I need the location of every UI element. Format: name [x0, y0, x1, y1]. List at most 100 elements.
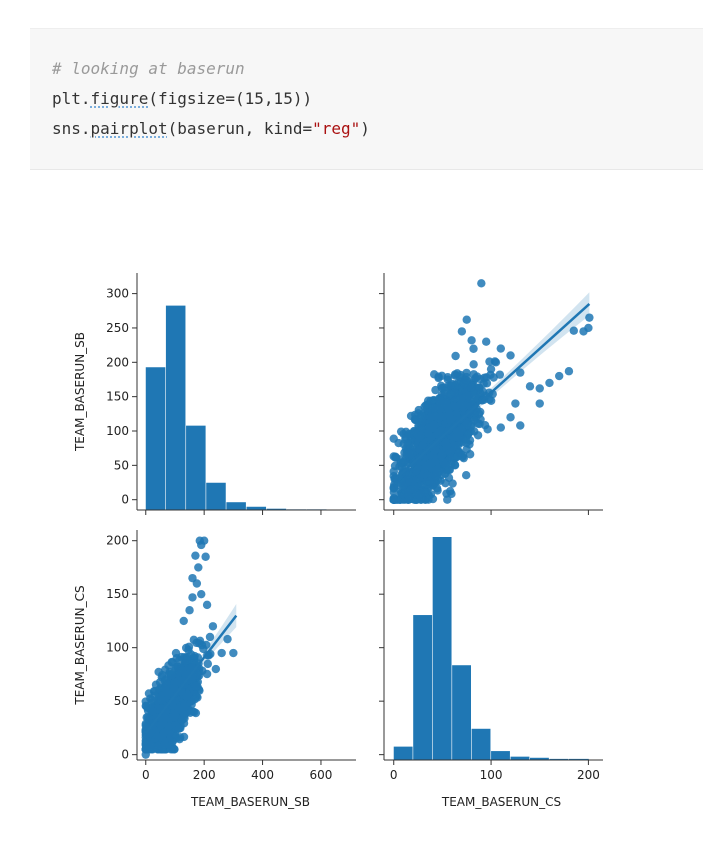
scatter-point — [217, 648, 226, 658]
scatter-point — [473, 431, 483, 440]
histogram-bar — [549, 758, 569, 760]
scatter-point — [431, 385, 440, 395]
scatter-point — [399, 481, 408, 491]
scatter-point — [430, 457, 440, 466]
scatter-point — [396, 427, 406, 436]
scatter-point — [475, 383, 484, 393]
scatter-point — [516, 368, 525, 377]
code-string: "reg" — [312, 119, 361, 138]
scatter-point — [169, 713, 179, 722]
scatter-point — [469, 344, 478, 353]
code-line-figure: plt.figure(figsize=(15,15)) — [52, 84, 703, 114]
scatter-point — [197, 589, 206, 599]
scatter-point — [462, 315, 471, 324]
scatter-point — [178, 666, 187, 675]
histogram-bar — [165, 305, 186, 510]
scatter-point — [157, 695, 166, 704]
scatter-point — [564, 367, 574, 376]
regression-line — [392, 302, 591, 482]
y-tick-label: 200 — [106, 534, 129, 548]
y-tick-label: 50 — [114, 458, 129, 472]
scatter-point — [405, 449, 414, 458]
scatter-point — [459, 379, 469, 389]
scatter-point — [428, 494, 438, 504]
scatter-point — [389, 495, 398, 504]
y-tick-label: 150 — [106, 390, 129, 404]
histogram-bar — [226, 502, 246, 510]
code-token: pairplot — [90, 119, 168, 138]
scatter-point — [156, 721, 165, 730]
scatter-point — [211, 664, 221, 674]
scatter-point — [167, 670, 177, 680]
code-token: (figsize=(15,15)) — [148, 89, 313, 108]
histogram-bar — [145, 367, 166, 510]
scatter-point — [470, 416, 479, 425]
x-axis-label: TEAM_BASERUN_CS — [441, 795, 561, 809]
code-comment: # looking at baserun — [52, 59, 245, 78]
scatter-point — [146, 705, 156, 714]
scatter-point — [184, 642, 194, 651]
x-tick-label: 200 — [193, 768, 216, 782]
scatter-point — [443, 495, 452, 504]
scatter-point — [167, 657, 176, 667]
scatter-point — [434, 396, 444, 406]
scatter-point — [418, 441, 428, 450]
scatter-point — [451, 402, 460, 411]
scatter-point — [402, 471, 412, 480]
scatter-point — [454, 448, 464, 457]
x-axis-label: TEAM_BASERUN_SB — [190, 795, 310, 809]
scatter-point — [192, 681, 201, 691]
scatter-point — [203, 659, 213, 669]
histogram-bar — [432, 537, 452, 760]
scatter-point — [193, 653, 203, 662]
scatter-point — [485, 357, 494, 366]
scatter-point — [185, 606, 194, 615]
scatter-point — [457, 327, 467, 336]
scatter-points — [141, 536, 238, 759]
scatter-point — [170, 684, 179, 693]
scatter-point — [160, 740, 169, 749]
scatter-point — [496, 344, 505, 353]
code-token: ) — [360, 119, 370, 138]
x-tick-label: 100 — [480, 768, 503, 782]
scatter-point — [585, 313, 594, 322]
scatter-point — [414, 490, 424, 500]
scatter-point — [223, 634, 232, 644]
y-tick-label: 100 — [106, 641, 129, 655]
scatter-point — [467, 383, 476, 392]
x-tick-label: 0 — [142, 768, 150, 782]
scatter-point — [409, 485, 418, 494]
scatter-point — [406, 411, 416, 421]
scatter-point — [191, 551, 200, 560]
y-tick-label: 100 — [106, 424, 129, 438]
histogram-bar — [471, 728, 491, 760]
y-tick-label: 0 — [121, 493, 129, 507]
code-token: (baserun, kind= — [167, 119, 313, 138]
y-tick-label: 50 — [114, 694, 129, 708]
scatter-point — [506, 413, 515, 422]
scatter-point — [463, 420, 472, 430]
scatter-point — [195, 636, 205, 646]
scatter-point — [229, 648, 238, 658]
scatter-point — [584, 323, 593, 333]
histogram-bar — [491, 751, 510, 760]
histogram-bar — [510, 756, 530, 760]
scatter-point — [516, 421, 525, 430]
scatter-point — [205, 632, 215, 642]
scatter-point — [417, 411, 426, 420]
code-token: plt. — [52, 89, 91, 108]
code-cell[interactable]: # looking at baserun plt.figure(figsize=… — [30, 28, 703, 170]
scatter-point — [179, 701, 189, 711]
scatter-point — [437, 450, 447, 460]
scatter-point — [429, 403, 439, 413]
scatter-point — [182, 656, 191, 665]
scatter-point — [201, 552, 210, 561]
scatter-point — [489, 373, 498, 382]
scatter-point — [506, 351, 515, 360]
y-tick-label: 250 — [106, 321, 129, 335]
x-tick-label: 400 — [251, 768, 274, 782]
scatter-point — [535, 384, 544, 393]
scatter-point — [483, 425, 492, 434]
scatter-point — [389, 434, 398, 443]
